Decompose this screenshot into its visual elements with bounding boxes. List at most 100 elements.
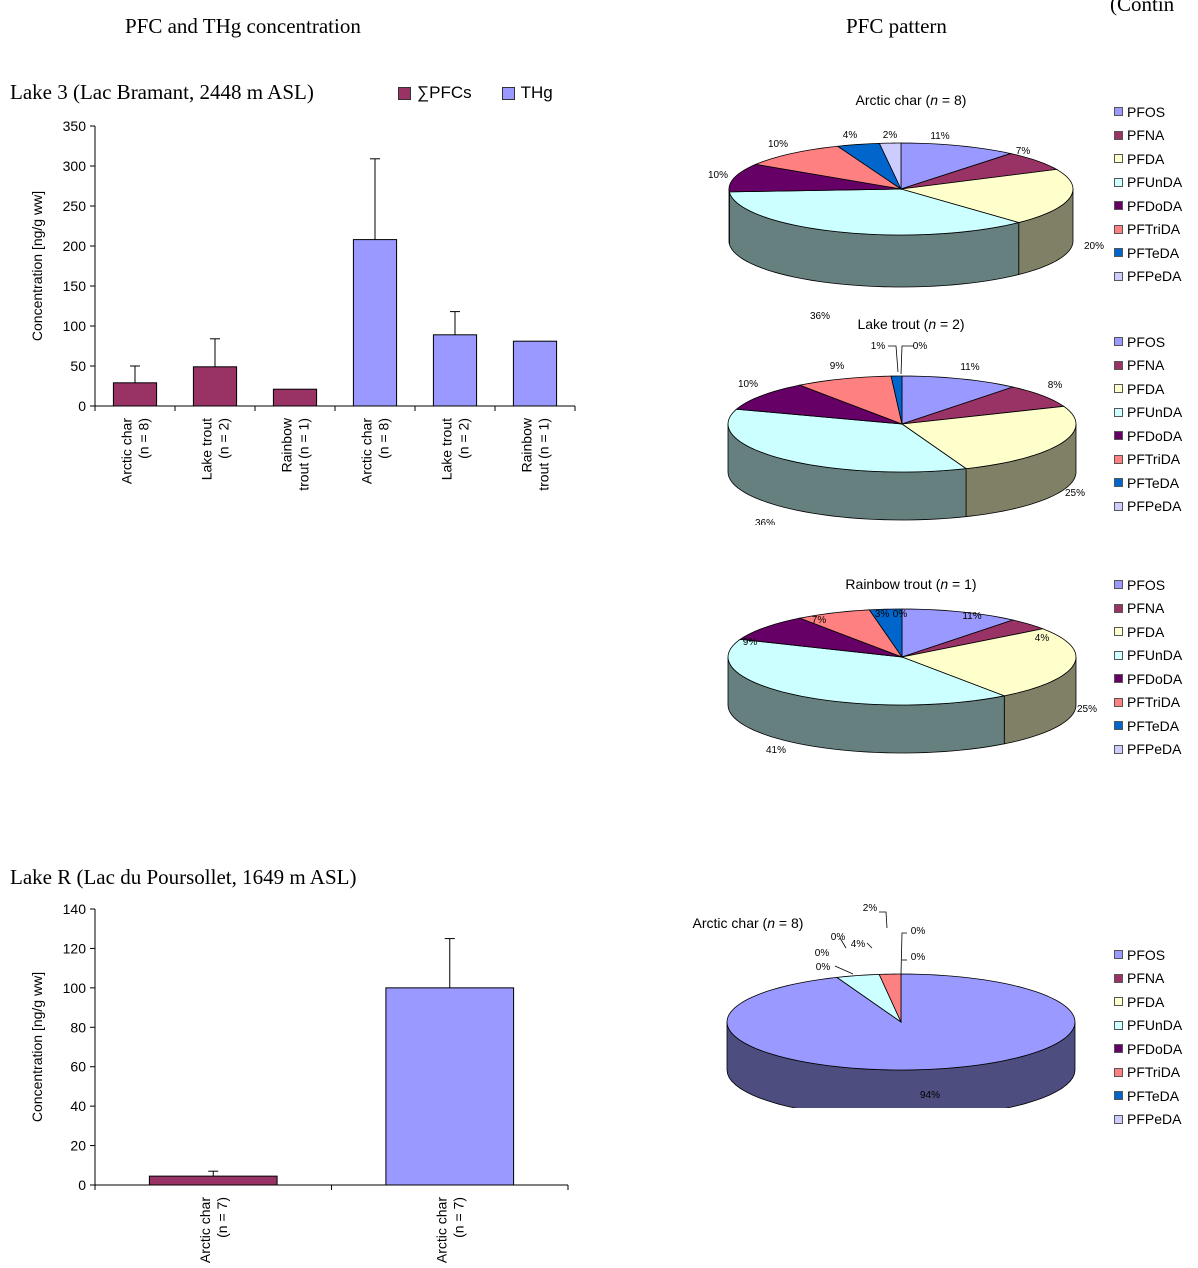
y-tick-label: 40 <box>70 1098 86 1114</box>
legend-swatch <box>1114 360 1123 370</box>
bar <box>352 239 398 407</box>
pie-value-label: 0% <box>911 926 926 937</box>
legend-swatch <box>1114 674 1123 684</box>
x-category-line: Rainbow <box>279 417 295 472</box>
x-category-line: (n = 8) <box>376 418 392 459</box>
pie-title-n-value: = 8) <box>938 92 966 108</box>
x-category-line: Rainbow <box>519 417 535 472</box>
legend-item-pfpeda: PFPeDA <box>1114 1108 1182 1132</box>
legend-item-pfunda: PFUnDA <box>1114 1014 1182 1038</box>
legend-swatch <box>1114 454 1123 464</box>
pie-slice-pfda <box>900 168 1074 223</box>
legend-item-pfdoda: PFDoDA <box>1114 667 1182 691</box>
legend-label: PFOS <box>1127 576 1166 593</box>
legend-label: PFDA <box>1127 623 1165 640</box>
legend-item-pfteda: PFTeDA <box>1114 471 1182 495</box>
legend-swatch <box>1114 224 1123 234</box>
pie-arctic-char-lake3: Arctic char (n = 8) 11% 7% 20% 36% 10% 10% 4% 2% <box>708 92 1104 322</box>
pie-slice-pfna <box>901 619 1045 658</box>
pie-slice-pftrida <box>754 145 902 190</box>
legend-label: PFUnDA <box>1127 174 1183 191</box>
pie-title-species: Rainbow trout ( <box>845 577 940 592</box>
legend-label: PFTeDA <box>1127 1087 1180 1104</box>
pie-value-label: 10% <box>738 379 758 390</box>
y-axis-label: Concentration [ng/g ww] <box>29 191 45 341</box>
x-category-line: (n = 8) <box>136 418 152 459</box>
pie-slice-pftrida <box>798 609 904 658</box>
left-column-header: PFC and THg concentration <box>125 14 361 38</box>
pie-legend-2: PFOS PFNA PFDA PFUnDA PFDoDA PFTriDA PFTeDA PFP… <box>1114 330 1182 518</box>
legend-item-pfda: PFDA <box>1114 620 1182 644</box>
pie-value-label: 0% <box>911 952 926 963</box>
legend-swatch <box>1114 997 1123 1007</box>
legend-item-pfos: PFOS <box>1114 573 1182 597</box>
pie-value-label: 4% <box>851 939 866 950</box>
y-tick-label: 60 <box>70 1059 86 1075</box>
pie-slice-pfos <box>901 608 1015 658</box>
x-category-line: (n = 2) <box>456 418 472 459</box>
legend-swatch <box>1114 744 1123 754</box>
y-tick-label: 150 <box>63 278 87 294</box>
legend-swatch <box>1114 407 1123 417</box>
x-category-label: Arctic char (n = 7) <box>433 1197 466 1263</box>
legend-item-pftrida: PFTriDA <box>1114 218 1182 242</box>
pie-slice-pfna <box>900 153 1058 190</box>
y-tick-label: 140 <box>63 901 87 917</box>
pie-value-label: 3% <box>875 609 890 620</box>
legend-swatch <box>1114 697 1123 707</box>
legend-item-pfos: PFOS <box>1114 330 1182 354</box>
legend-swatch <box>1114 1044 1123 1054</box>
pie-value-label: 1% <box>871 341 886 352</box>
legend-swatch <box>1114 603 1123 613</box>
pie-value-label: 11% <box>960 362 979 373</box>
pie-slice-pfunda <box>835 973 902 1024</box>
legend-item-pftrida: PFTriDA <box>1114 448 1182 472</box>
pie-title: Arctic char (n = 8) <box>693 915 804 931</box>
legend-item-pfna: PFNA <box>1114 967 1182 991</box>
legend-item-pfteda: PFTeDA <box>1114 241 1182 265</box>
legend-label: PFUnDA <box>1127 404 1183 421</box>
pie-value-label: 9% <box>830 361 845 372</box>
legend-swatch <box>1114 384 1123 394</box>
legend-label: PFPeDA <box>1127 498 1182 515</box>
pie-leader-line <box>888 345 899 373</box>
x-category-line: Lake trout <box>439 418 455 480</box>
x-category-label: Rainbow trout (n = 1) <box>279 417 312 491</box>
legend-item-pfna: PFNA <box>1114 597 1182 621</box>
bar <box>192 366 238 407</box>
bar <box>272 388 318 407</box>
bar <box>148 1175 278 1186</box>
pie-title-n-symbol: n <box>767 915 775 931</box>
legend-swatch <box>1114 201 1123 211</box>
legend-label: PFNA <box>1127 127 1165 144</box>
x-category-line: Arctic char <box>359 418 375 484</box>
legend-swatch <box>1114 973 1123 983</box>
pie-title: Rainbow trout (n = 1) <box>845 577 976 592</box>
pie-value-label: 25% <box>1077 704 1097 715</box>
pie-leader-line <box>900 932 907 975</box>
pie-rainbow-trout-lake3: Rainbow trout (n = 1) 11% 4% 25% 41% 9% 7% 3% 0% <box>727 577 1097 756</box>
legend-item-pfda: PFDA <box>1114 377 1182 401</box>
pie-title-species: Arctic char ( <box>856 92 931 108</box>
legend-swatch <box>1114 337 1123 347</box>
pie-title: Arctic char (n = 8) <box>856 92 967 108</box>
legend-swatch <box>1114 1114 1123 1124</box>
x-category-line: trout (n = 1) <box>296 418 312 491</box>
pie-title-n-value: = 1) <box>948 577 976 592</box>
right-column-header: PFC pattern <box>846 14 947 38</box>
pie-value-label: 11% <box>930 131 949 142</box>
legend-label: PFTeDA <box>1127 474 1180 491</box>
pie-title-n-value: = 8) <box>775 915 803 931</box>
legend-item-pfos: PFOS <box>1114 100 1182 124</box>
pie-slice-pfunda <box>727 408 968 473</box>
bar <box>385 987 515 1186</box>
pie-leader-line <box>879 911 888 929</box>
legend-item-pfdoda: PFDoDA <box>1114 194 1182 218</box>
legend-swatch <box>1114 248 1123 258</box>
pie-title-n-value: = 2) <box>936 316 964 332</box>
legend-label: PFPeDA <box>1127 741 1182 758</box>
pie-leader-line <box>866 942 873 949</box>
legend-item-pfpeda: PFPeDA <box>1114 495 1182 519</box>
lake3-bar-chart: 0 50 100 150 200 250 300 350 Concentration [ng/g… <box>29 118 576 491</box>
pie-leader-line <box>834 965 854 975</box>
